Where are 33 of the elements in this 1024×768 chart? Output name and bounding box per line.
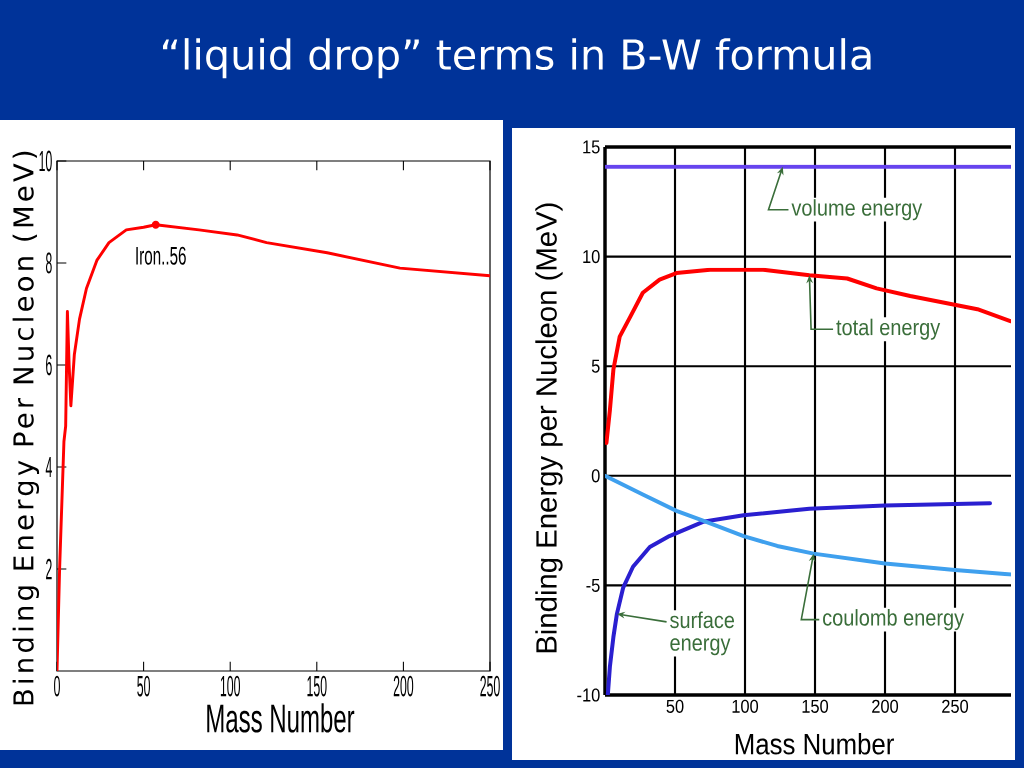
x-axis-title: Mass Number: [735, 732, 894, 755]
x-axis-title: Mass Number: [207, 703, 355, 733]
x-tick-label: 250: [480, 675, 500, 697]
line-series: [605, 501, 992, 695]
chart-title: “liquid drop” terms in B-W formula: [163, 38, 871, 79]
y-tick-label: 6: [46, 354, 52, 376]
annotation: surface energy: [670, 611, 735, 656]
y-tick-label: 0: [591, 469, 600, 483]
x-tick-label: 100: [732, 699, 759, 713]
y-tick-label: -10: [577, 688, 600, 702]
x-tick-label: 150: [307, 675, 327, 697]
y-tick-label: -5: [586, 578, 600, 592]
y-axis-title: Binding Energy per Nucleon (MeV): [535, 203, 563, 653]
annotation: volume energy: [791, 199, 923, 221]
annotation: Iron..56: [136, 246, 186, 265]
y-tick-label: 2: [46, 558, 52, 580]
y-tick-label: 8: [45, 252, 52, 274]
x-tick-label: 150: [802, 699, 829, 713]
y-tick-label: 10: [583, 249, 600, 264]
y-tick-label: 4: [45, 456, 52, 478]
x-tick-label: 250: [942, 699, 969, 713]
line-series: [605, 473, 1012, 577]
y-tick-label: 10: [39, 150, 52, 172]
x-tick-label: 200: [872, 699, 899, 713]
annotation: total energy: [836, 318, 941, 340]
x-tick-label: 50: [666, 699, 684, 713]
y-tick-label: 15: [583, 140, 600, 154]
y-tick-label: 5: [591, 359, 600, 373]
x-tick-label: 200: [393, 675, 414, 697]
annotation: coulomb energy: [823, 609, 965, 631]
x-tick-label: 50: [137, 675, 150, 697]
y-axis-title: Binding Energy Per Nucleon (MeV): [12, 151, 40, 705]
x-tick-label: 100: [220, 675, 240, 697]
